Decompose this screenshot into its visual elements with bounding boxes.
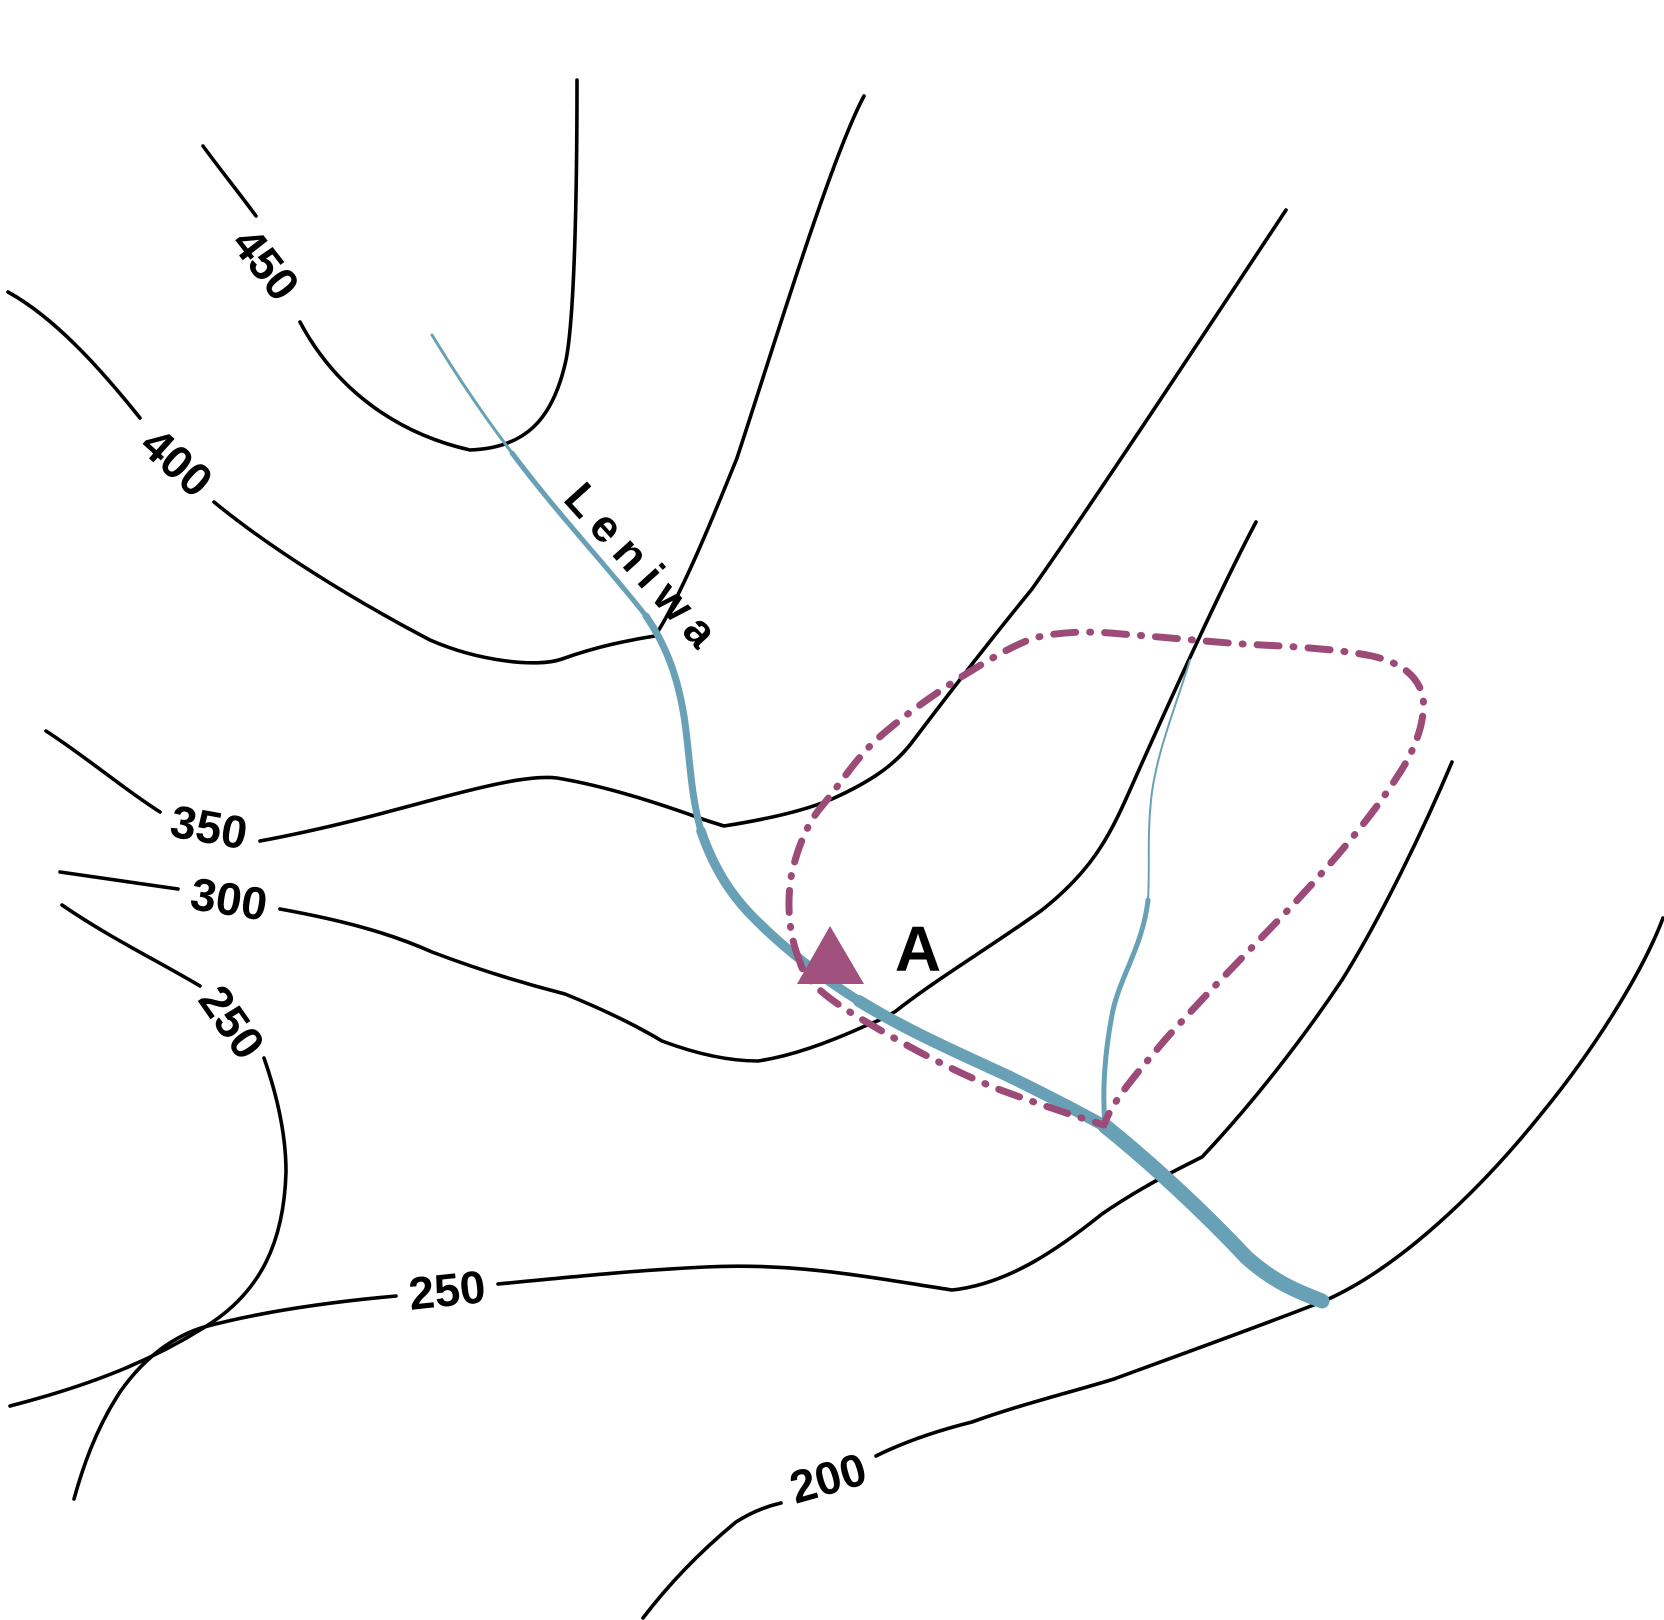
river-course-upper: [509, 450, 649, 619]
contour-lines: [6, 78, 1664, 1620]
river-course-lower: [853, 995, 1111, 1132]
contour-line-300-main: [278, 520, 1258, 1063]
contour-line-400-west-segment: [6, 290, 142, 420]
contour-line-350-west-segment: [44, 729, 162, 814]
contour-line-200-main: [874, 916, 1664, 1458]
peak-marker-triangle-icon: [797, 926, 864, 984]
contour-line-250-upper-main: [8, 1056, 288, 1408]
river-course-middle: [642, 612, 705, 835]
river: [430, 333, 1330, 1309]
contour-line-200-west-segment: [641, 1501, 783, 1620]
tributary-course-source: [1147, 659, 1191, 901]
contour-line-250-lower-main: [496, 760, 1454, 1292]
river-course-source: [430, 333, 514, 455]
contour-line-450-main: [298, 78, 579, 452]
contour-line-300-west-segment: [58, 870, 180, 891]
contour-line-350-main: [258, 208, 1288, 843]
point-a-label: A: [895, 913, 941, 985]
river-course-mouth: [1097, 1118, 1330, 1309]
area-boundary-outline: [785, 628, 1427, 1129]
contour-line-400-main: [212, 94, 866, 665]
contour-label-300: 300: [187, 867, 271, 930]
contour-line-250-upper-north-segment: [60, 903, 202, 988]
area-boundary: [785, 628, 1427, 1129]
contour-label-250-lower: 250: [406, 1260, 488, 1320]
contour-line-450-upper-segment: [201, 144, 258, 218]
contour-line-250-lower-west-segment: [72, 1294, 398, 1501]
tributary-course-lower: [1101, 897, 1151, 1129]
